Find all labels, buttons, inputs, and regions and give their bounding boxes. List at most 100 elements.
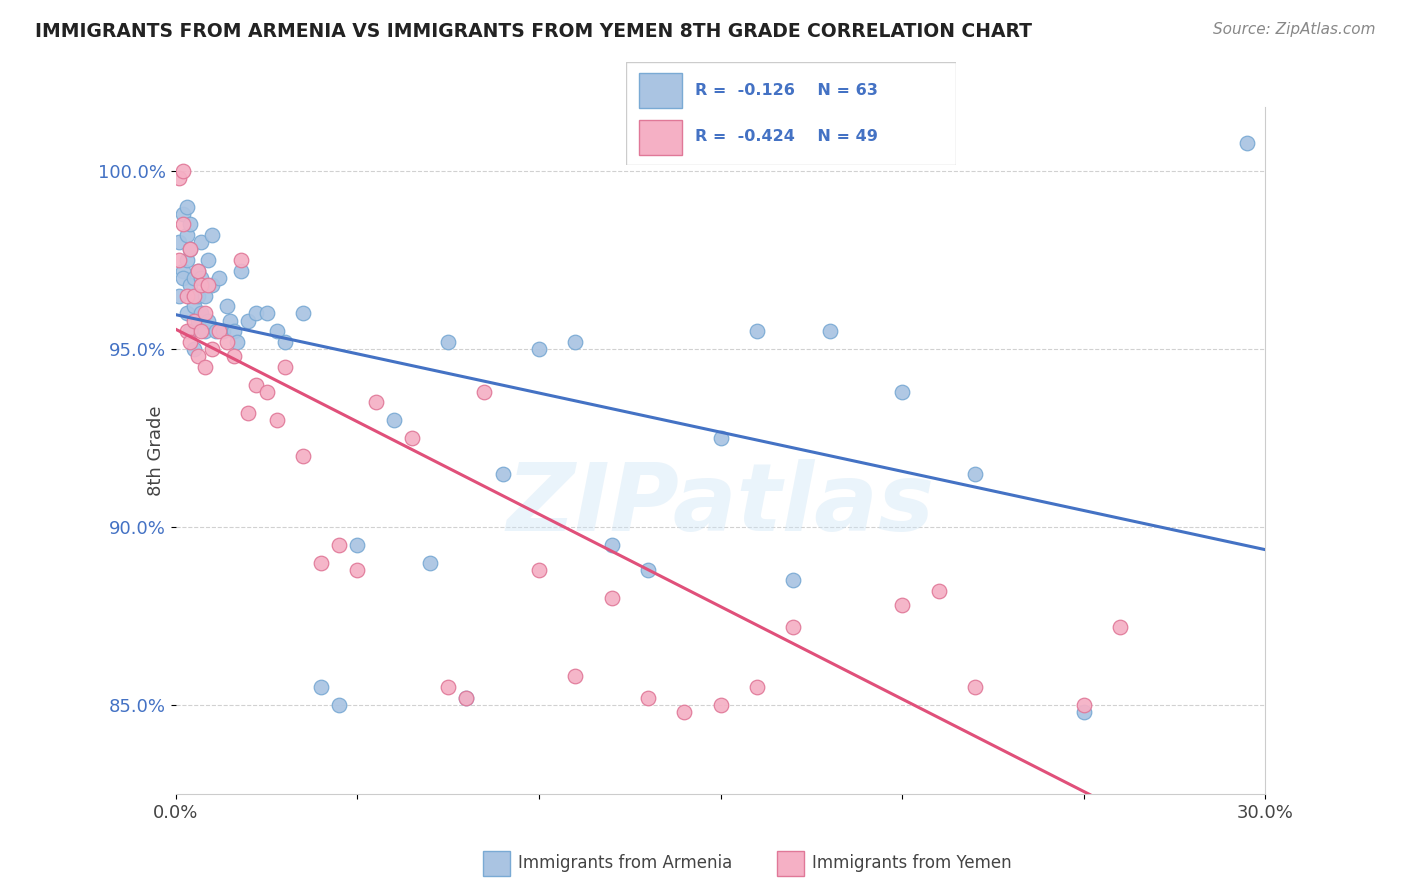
Point — [179, 243, 201, 257]
Point — [1109, 619, 1132, 633]
Point — [891, 599, 914, 613]
Point — [710, 698, 733, 712]
Point — [179, 243, 201, 257]
Bar — [638, 120, 682, 155]
Point — [169, 253, 191, 268]
Point — [204, 324, 226, 338]
Point — [673, 705, 696, 719]
Point — [186, 288, 209, 302]
Point — [215, 334, 238, 349]
Point — [492, 467, 515, 481]
Point — [190, 277, 212, 292]
Point — [219, 313, 242, 327]
Point — [401, 431, 423, 445]
Point — [172, 264, 194, 278]
Point — [963, 467, 986, 481]
Point — [782, 619, 804, 633]
Point — [169, 171, 191, 186]
Point — [527, 342, 550, 356]
Point — [745, 680, 768, 694]
Point — [245, 377, 267, 392]
Point — [437, 680, 460, 694]
Point — [176, 200, 198, 214]
Point — [194, 359, 217, 374]
Point — [238, 313, 260, 327]
Point — [169, 288, 191, 302]
Point — [437, 334, 460, 349]
Point — [782, 574, 804, 588]
Point — [194, 306, 217, 320]
Point — [186, 264, 209, 278]
Point — [564, 334, 586, 349]
Text: R =  -0.126    N = 63: R = -0.126 N = 63 — [695, 83, 877, 97]
Point — [190, 235, 212, 250]
Point — [176, 324, 198, 338]
Point — [172, 218, 194, 232]
Point — [183, 313, 205, 327]
Point — [266, 413, 288, 427]
Point — [818, 324, 841, 338]
Point — [176, 288, 198, 302]
Point — [928, 584, 950, 599]
Point — [190, 271, 212, 285]
Bar — [484, 851, 510, 876]
Point — [208, 271, 231, 285]
Point — [231, 264, 253, 278]
FancyBboxPatch shape — [626, 62, 956, 165]
Point — [328, 538, 350, 552]
Point — [183, 288, 205, 302]
Point — [637, 563, 659, 577]
Text: R =  -0.424    N = 49: R = -0.424 N = 49 — [695, 128, 877, 144]
Point — [169, 235, 191, 250]
Point — [600, 538, 623, 552]
Point — [179, 334, 201, 349]
Point — [364, 395, 387, 409]
Point — [419, 556, 441, 570]
Point — [309, 680, 332, 694]
Point — [176, 228, 198, 243]
Point — [197, 313, 219, 327]
Point — [527, 563, 550, 577]
Point — [179, 277, 201, 292]
Point — [194, 288, 217, 302]
Point — [600, 591, 623, 606]
Text: Immigrants from Yemen: Immigrants from Yemen — [811, 855, 1011, 872]
Point — [456, 690, 478, 705]
Point — [382, 413, 405, 427]
Point — [197, 253, 219, 268]
Point — [564, 669, 586, 683]
Point — [274, 359, 297, 374]
Point — [186, 313, 209, 327]
Point — [637, 690, 659, 705]
Point — [172, 271, 194, 285]
Point — [179, 218, 201, 232]
Point — [183, 342, 205, 356]
Point — [186, 264, 209, 278]
Y-axis label: 8th Grade: 8th Grade — [146, 405, 165, 496]
Point — [215, 299, 238, 313]
Point — [266, 324, 288, 338]
Point — [190, 306, 212, 320]
Text: IMMIGRANTS FROM ARMENIA VS IMMIGRANTS FROM YEMEN 8TH GRADE CORRELATION CHART: IMMIGRANTS FROM ARMENIA VS IMMIGRANTS FR… — [35, 22, 1032, 41]
Point — [291, 449, 314, 463]
Point — [222, 349, 245, 363]
Point — [226, 334, 249, 349]
Point — [710, 431, 733, 445]
Point — [231, 253, 253, 268]
Point — [201, 342, 224, 356]
Point — [201, 277, 224, 292]
Bar — [638, 73, 682, 108]
Point — [346, 538, 368, 552]
Text: Immigrants from Armenia: Immigrants from Armenia — [517, 855, 733, 872]
Point — [172, 207, 194, 221]
Point — [274, 334, 297, 349]
Bar — [778, 851, 804, 876]
Point — [197, 277, 219, 292]
Point — [172, 164, 194, 178]
Point — [190, 324, 212, 338]
Point — [309, 556, 332, 570]
Point — [456, 690, 478, 705]
Point — [201, 228, 224, 243]
Point — [1073, 698, 1095, 712]
Point — [474, 384, 496, 399]
